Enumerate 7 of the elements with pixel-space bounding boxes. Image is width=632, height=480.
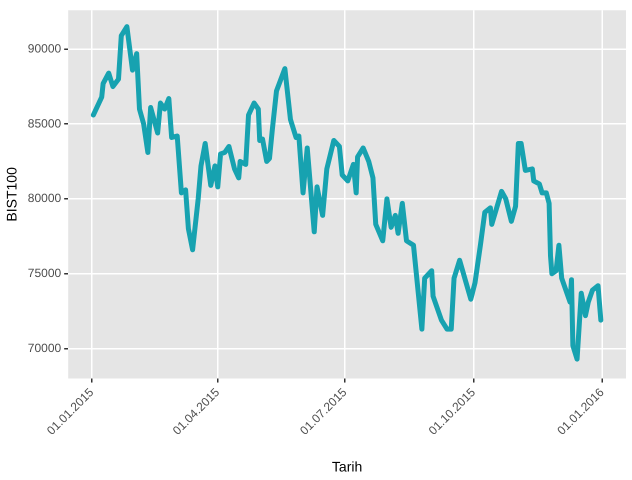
y-tick-label: 70000 (28, 340, 62, 355)
y-tick-label: 85000 (28, 116, 62, 130)
y-tick-label: 90000 (28, 41, 62, 56)
y-tick-label: 80000 (28, 191, 62, 206)
y-axis-title: BIST100 (3, 166, 20, 222)
x-axis-title: Tarih (332, 458, 362, 474)
y-tick-label: 75000 (28, 266, 62, 280)
